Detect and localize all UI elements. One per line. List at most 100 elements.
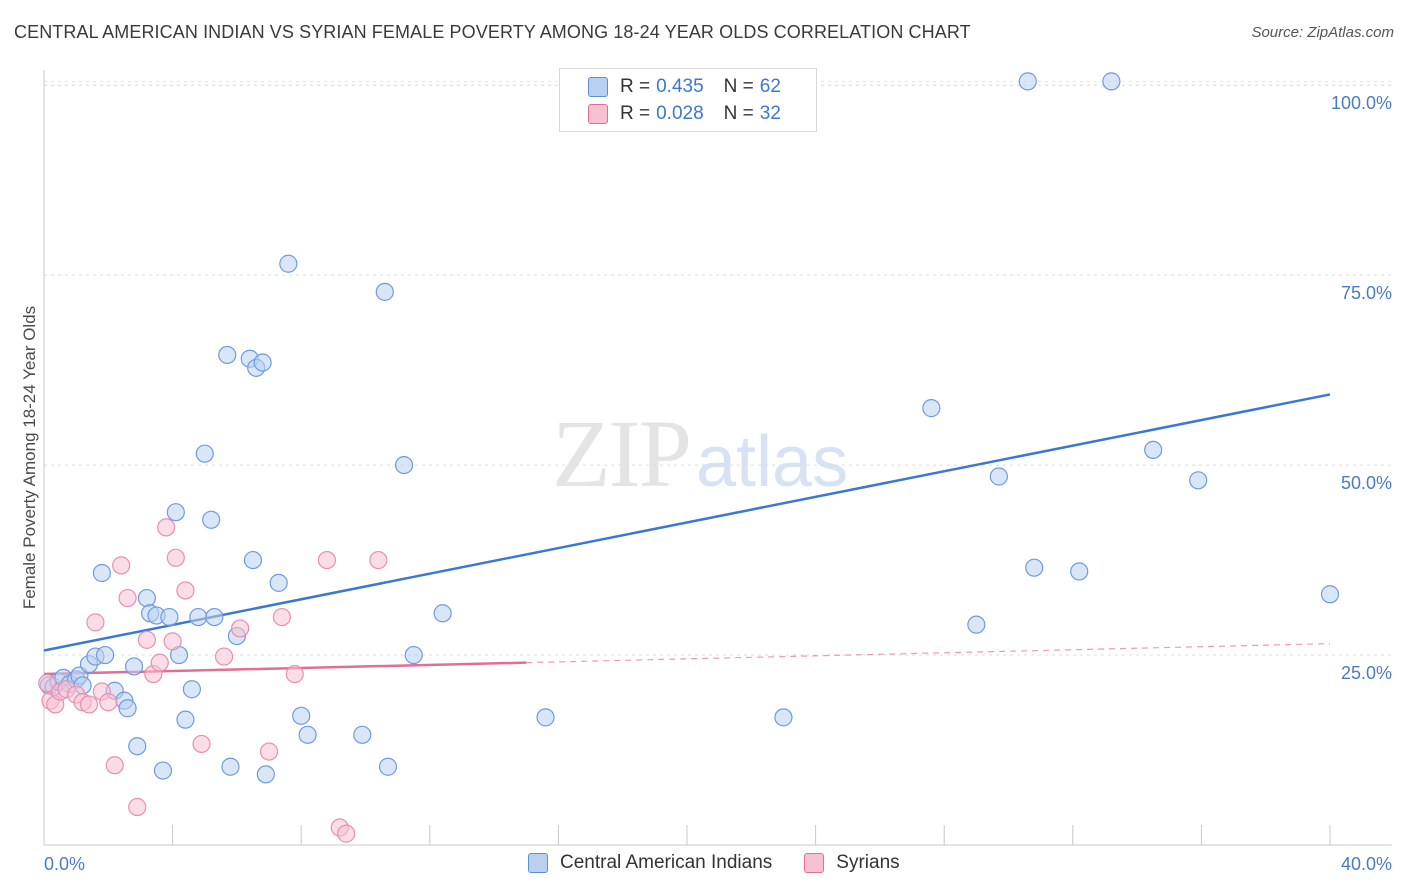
point-central-american (292, 706, 311, 725)
point-central-american (124, 657, 144, 676)
point-central-american (774, 708, 793, 727)
legend-label-central-american-indians: Central American Indians (560, 852, 773, 873)
trend-line-syrian-extrapolated (526, 643, 1331, 664)
x-tick-label-max: 40.0% (1341, 854, 1392, 874)
point-syrian (166, 548, 185, 567)
point-syrian (317, 550, 337, 570)
point-central-american (394, 455, 414, 475)
trend-line-syrian (43, 661, 527, 676)
point-syrian (118, 588, 137, 608)
y-axis-label: Female Poverty Among 18-24 Year Olds (20, 306, 39, 609)
point-central-american (1025, 558, 1044, 577)
data-points (38, 72, 1340, 843)
point-central-american (118, 699, 137, 718)
point-syrian (163, 632, 182, 651)
point-central-american (218, 345, 237, 365)
legend-swatch-pink (804, 853, 825, 873)
legend-item-syrians: Syrians (804, 852, 900, 874)
point-central-american (353, 725, 372, 744)
legend-row-central-american: R = 0.435 N = 62 (588, 73, 781, 101)
point-central-american (536, 708, 555, 727)
tick-labels: 25.0% 50.0% 75.0% 100.0% 0.0% 40.0% (44, 93, 1392, 874)
source-label: Source: ZipAtlas.com (1251, 24, 1394, 41)
point-central-american (298, 725, 317, 744)
point-syrian (112, 556, 131, 575)
point-central-american (989, 467, 1008, 486)
point-syrian (176, 581, 195, 600)
trend-lines (43, 393, 1331, 676)
point-central-american (189, 607, 208, 627)
point-central-american (243, 550, 263, 570)
point-central-american (205, 607, 224, 627)
watermark-atlas: atlas (696, 422, 849, 502)
point-central-american (195, 444, 214, 463)
trend-line-central-american (43, 393, 1331, 652)
point-central-american (1102, 72, 1121, 91)
legend-r-value: 0.435 (656, 76, 704, 97)
point-central-american (137, 588, 156, 608)
legend-row-syrians: R = 0.028 N = 32 (588, 100, 781, 128)
watermark-zip: ZIP (552, 400, 692, 507)
point-syrian (79, 695, 99, 714)
point-central-american (176, 710, 195, 729)
point-syrian (285, 664, 304, 684)
point-syrian (231, 619, 250, 638)
point-central-american (256, 765, 275, 784)
legend-label-syrians: Syrians (836, 852, 900, 873)
legend-n-value: 32 (759, 103, 781, 124)
point-syrian (214, 647, 234, 666)
legend-n-label: N = (723, 76, 754, 97)
legend-n-label: N = (723, 103, 754, 124)
point-central-american (182, 680, 201, 699)
point-central-american (221, 757, 240, 776)
point-central-american (253, 353, 272, 372)
correlation-legend: R = 0.435 N = 62 R = 0.028 N = 32 (559, 68, 817, 132)
legend-r-label: R = (620, 76, 651, 97)
point-syrian (150, 653, 169, 672)
point-syrian (38, 674, 57, 693)
legend-swatch-pink (588, 104, 608, 124)
x-tick-label-min: 0.0% (44, 854, 85, 874)
legend-item-central-american-indians: Central American Indians (528, 852, 772, 874)
point-central-american (202, 510, 221, 529)
grid-lines (44, 80, 1392, 656)
point-central-american (1320, 585, 1340, 604)
point-central-american (166, 503, 185, 522)
point-central-american (95, 645, 115, 665)
watermark: ZIPatlas (552, 398, 848, 509)
y-tick-label: 25.0% (1341, 663, 1392, 683)
point-central-american (967, 615, 986, 634)
point-syrian (272, 607, 292, 627)
axes (43, 70, 1392, 846)
point-central-american (404, 645, 423, 665)
point-syrian (99, 693, 118, 712)
point-central-american (92, 563, 111, 583)
point-central-american (433, 604, 452, 623)
point-central-american (1189, 471, 1208, 490)
point-central-american (269, 573, 288, 592)
point-syrian (86, 613, 105, 632)
point-syrian (369, 550, 388, 570)
point-syrian (337, 824, 356, 843)
point-central-american (160, 607, 179, 627)
y-tick-label: 100.0% (1331, 93, 1392, 113)
y-tick-label: 50.0% (1341, 473, 1392, 493)
point-central-american (153, 761, 173, 780)
point-central-american (922, 399, 941, 418)
point-central-american (279, 254, 298, 273)
point-syrian (137, 630, 156, 649)
legend-n-value: 62 (759, 76, 781, 97)
legend-r-value: 0.028 (656, 103, 704, 124)
legend-swatch-blue (588, 77, 608, 97)
point-central-american (1018, 72, 1037, 91)
point-syrian (192, 734, 211, 754)
point-central-american (1144, 440, 1163, 460)
series-legend: Central American Indians Syrians (528, 852, 932, 874)
chart-title: CENTRAL AMERICAN INDIAN VS SYRIAN FEMALE… (14, 22, 971, 42)
legend-r-label: R = (620, 103, 651, 124)
point-syrian (157, 518, 176, 537)
point-syrian (128, 797, 147, 817)
y-tick-label: 75.0% (1341, 283, 1392, 303)
point-central-american (375, 282, 394, 301)
